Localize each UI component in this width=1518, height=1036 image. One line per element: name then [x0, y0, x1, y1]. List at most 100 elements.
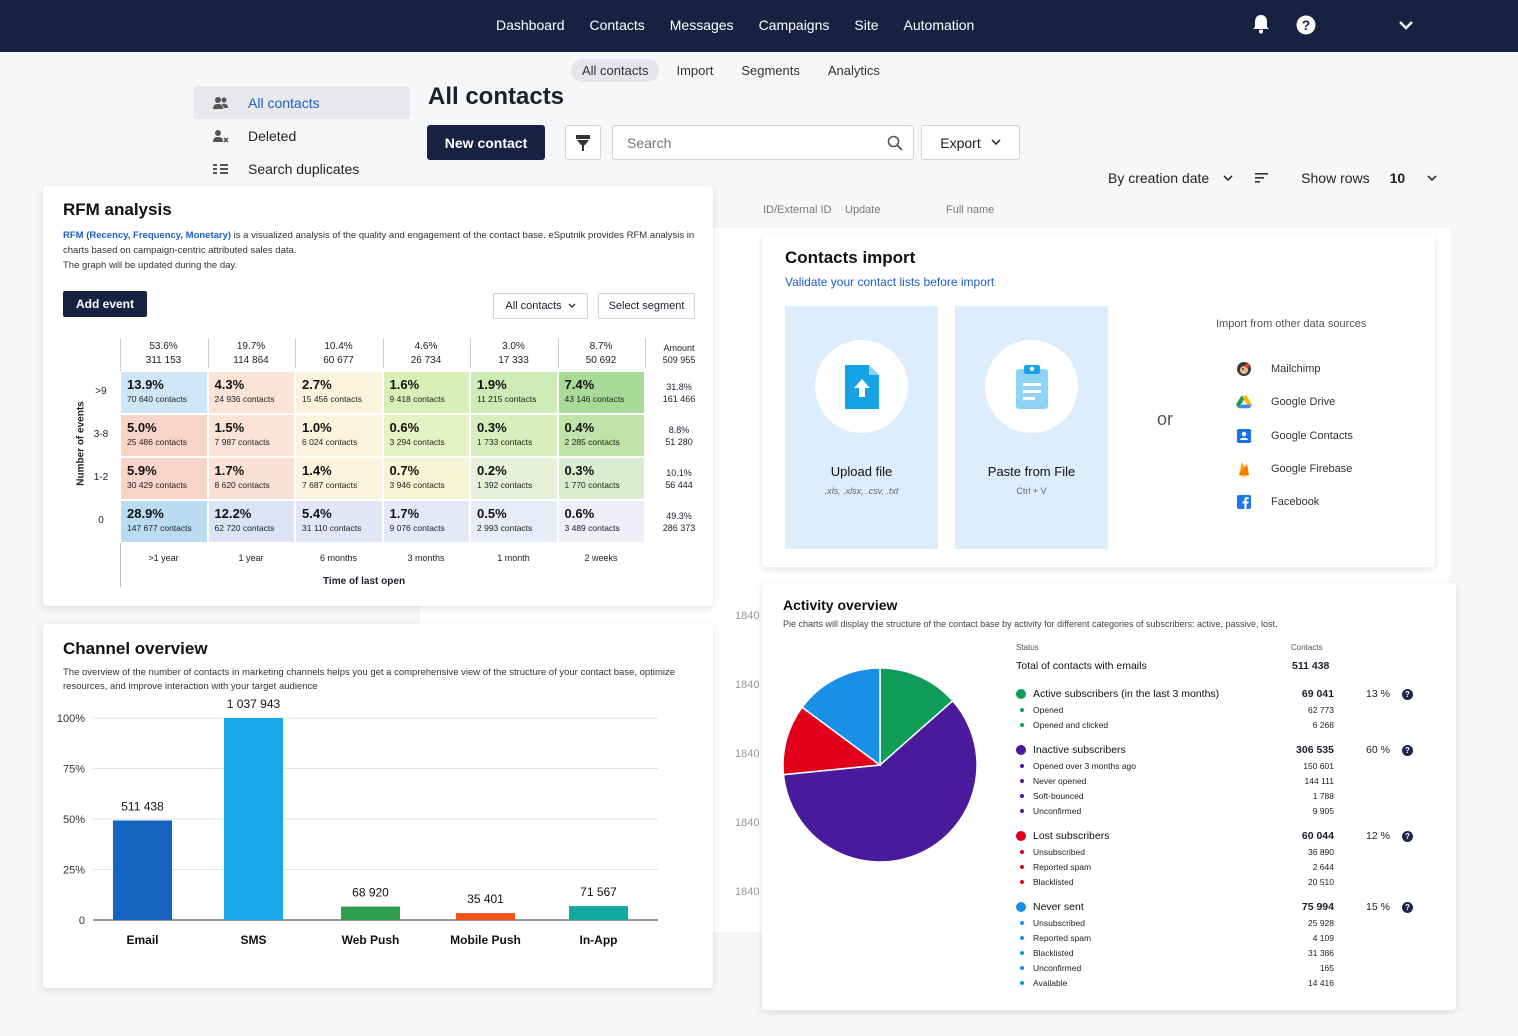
- help-icon[interactable]: ?: [1296, 14, 1316, 41]
- rfm-cell[interactable]: 1.4% 7 687 contacts: [295, 457, 383, 500]
- search-field[interactable]: [612, 125, 914, 160]
- add-event-button[interactable]: Add event: [63, 291, 147, 317]
- rfm-cell[interactable]: 0.6% 3 489 contacts: [557, 500, 645, 543]
- subnav-all-contacts[interactable]: All contacts: [571, 59, 660, 82]
- rfm-cell[interactable]: 13.9% 70 640 contacts: [120, 371, 208, 414]
- rfm-column-header: 19.7% 114 864: [208, 340, 295, 368]
- help-icon[interactable]: ?: [1402, 689, 1413, 700]
- rfm-cell[interactable]: 2.7% 15 456 contacts: [295, 371, 383, 414]
- show-rows-select[interactable]: 10: [1389, 170, 1406, 186]
- source-facebook[interactable]: Facebook: [1236, 494, 1319, 510]
- cell-pct: 0.5%: [477, 506, 507, 521]
- rfm-cell[interactable]: 1.5% 7 987 contacts: [207, 414, 295, 457]
- select-segment-button[interactable]: Select segment: [598, 293, 695, 319]
- export-label: Export: [940, 134, 981, 151]
- nav-contacts[interactable]: Contacts: [589, 17, 645, 33]
- column-header-update[interactable]: Update: [845, 204, 881, 216]
- main-nav: Dashboard Contacts Messages Campaigns Si…: [496, 17, 999, 33]
- all-contacts-select[interactable]: All contacts: [493, 293, 588, 319]
- source-mailchimp[interactable]: Mailchimp: [1236, 361, 1321, 377]
- chevron-down-icon[interactable]: [1398, 19, 1414, 37]
- subnav-import[interactable]: Import: [676, 63, 714, 78]
- search-input[interactable]: [613, 126, 873, 159]
- filter-button[interactable]: [565, 125, 601, 160]
- group-percent: 15 %: [1366, 901, 1390, 913]
- activity-subitem: Unsubscribed: [1020, 847, 1085, 857]
- rfm-cell[interactable]: 0.2% 1 392 contacts: [470, 457, 558, 500]
- nav-dashboard[interactable]: Dashboard: [496, 17, 565, 33]
- rfm-cell[interactable]: 0.3% 1 733 contacts: [470, 414, 558, 457]
- upload-file-tile[interactable]: Upload file .xls, .xlsx, .csv, .txt: [785, 306, 938, 549]
- sort-select[interactable]: By creation date: [1108, 170, 1210, 186]
- column-header-full-name[interactable]: Full name: [946, 204, 995, 216]
- menu-item-all-contacts[interactable]: All contacts: [193, 86, 410, 119]
- activity-subitem: Unconfirmed: [1020, 806, 1081, 816]
- chevron-down-icon[interactable]: [1427, 174, 1437, 182]
- nav-site[interactable]: Site: [854, 17, 879, 33]
- legend-dot: [1020, 865, 1024, 869]
- subnav-analytics[interactable]: Analytics: [827, 63, 880, 78]
- rfm-cell[interactable]: 0.7% 3 946 contacts: [382, 457, 470, 500]
- rfm-cell[interactable]: 7.4% 43 146 contacts: [557, 371, 645, 414]
- activity-subitem: Never opened: [1020, 776, 1086, 786]
- rfm-cell[interactable]: 5.0% 25 486 contacts: [120, 414, 208, 457]
- cell-count: 24 936 contacts: [214, 394, 275, 404]
- rfm-cell[interactable]: 0.3% 1 770 contacts: [557, 457, 645, 500]
- subitem-value: 62 773: [1308, 705, 1334, 715]
- or-separator: or: [1157, 409, 1174, 429]
- rfm-link[interactable]: RFM (Recency, Frequency, Monetary): [63, 230, 232, 241]
- help-icon[interactable]: ?: [1402, 902, 1413, 913]
- source-google-drive[interactable]: Google Drive: [1236, 394, 1335, 410]
- source-google-contacts[interactable]: Google Contacts: [1236, 428, 1353, 444]
- bar-value-label: 71 567: [580, 885, 617, 899]
- help-icon[interactable]: ?: [1402, 831, 1413, 842]
- export-button[interactable]: Export: [921, 125, 1020, 160]
- rfm-cell[interactable]: 1.7% 8 620 contacts: [207, 457, 295, 500]
- contacts-import-card: Contacts import Validate your contact li…: [762, 235, 1435, 567]
- rfm-cell[interactable]: 0.5% 2 993 contacts: [470, 500, 558, 543]
- rfm-cell[interactable]: 5.9% 30 429 contacts: [120, 457, 208, 500]
- subitem-value: 31 386: [1308, 948, 1334, 958]
- left-menu: All contacts Deleted Search duplicates: [193, 86, 410, 185]
- new-contact-button[interactable]: New contact: [427, 125, 545, 160]
- source-google-firebase[interactable]: Google Firebase: [1236, 461, 1352, 477]
- rfm-cell[interactable]: 12.2% 62 720 contacts: [207, 500, 295, 543]
- rfm-cell[interactable]: 1.0% 6 024 contacts: [295, 414, 383, 457]
- subitem-name: Blacklisted: [1033, 877, 1074, 887]
- nav-automation[interactable]: Automation: [903, 17, 975, 33]
- rfm-column-header: 8.7% 50 692: [558, 340, 645, 368]
- rfm-cell[interactable]: 0.4% 2 285 contacts: [557, 414, 645, 457]
- rfm-cell[interactable]: 5.4% 31 110 contacts: [295, 500, 383, 543]
- sources-title: Import from other data sources: [1216, 318, 1367, 330]
- nav-messages[interactable]: Messages: [669, 17, 734, 33]
- rfm-cell[interactable]: 1.9% 11 215 contacts: [470, 371, 558, 414]
- search-icon[interactable]: [887, 135, 903, 156]
- channel-bar-chart: 100% 75% 50% 25% 0 511 438 Email 1 037 943 SMS 68…: [57, 697, 658, 947]
- nav-campaigns[interactable]: Campaigns: [758, 17, 830, 33]
- cell-pct: 12.2%: [214, 506, 252, 521]
- sort-order-icon[interactable]: [1255, 172, 1269, 184]
- rfm-cell[interactable]: 1.6% 9 418 contacts: [382, 371, 470, 414]
- cell-pct: 5.0%: [127, 420, 157, 435]
- column-header-id[interactable]: ID/External ID: [763, 204, 832, 216]
- bell-icon[interactable]: [1252, 14, 1270, 39]
- menu-item-search-duplicates[interactable]: Search duplicates: [193, 152, 410, 185]
- rfm-cell[interactable]: 4.3% 24 936 contacts: [207, 371, 295, 414]
- rfm-cell[interactable]: 1.7% 9 076 contacts: [382, 500, 470, 543]
- group-percent: 13 %: [1366, 688, 1390, 700]
- cell-count: 7 687 contacts: [302, 480, 358, 490]
- import-title: Contacts import: [785, 248, 916, 267]
- rfm-cell[interactable]: 28.9% 147 677 contacts: [120, 500, 208, 543]
- column-count: 60 677: [323, 355, 354, 366]
- table-row-id: 1840: [735, 748, 760, 760]
- rfm-cell[interactable]: 0.6% 3 294 contacts: [382, 414, 470, 457]
- legend-dot: [1016, 902, 1026, 912]
- help-icon[interactable]: ?: [1402, 745, 1413, 756]
- cell-count: 31 110 contacts: [302, 523, 362, 533]
- cell-count: 3 489 contacts: [564, 523, 620, 533]
- menu-item-deleted[interactable]: Deleted: [193, 119, 410, 152]
- paste-from-file-tile[interactable]: Paste from File Ctrl + V: [955, 306, 1108, 549]
- import-validate-link[interactable]: Validate your contact lists before impor…: [785, 275, 995, 289]
- chevron-down-icon[interactable]: [1223, 174, 1233, 182]
- subnav-segments[interactable]: Segments: [741, 63, 800, 78]
